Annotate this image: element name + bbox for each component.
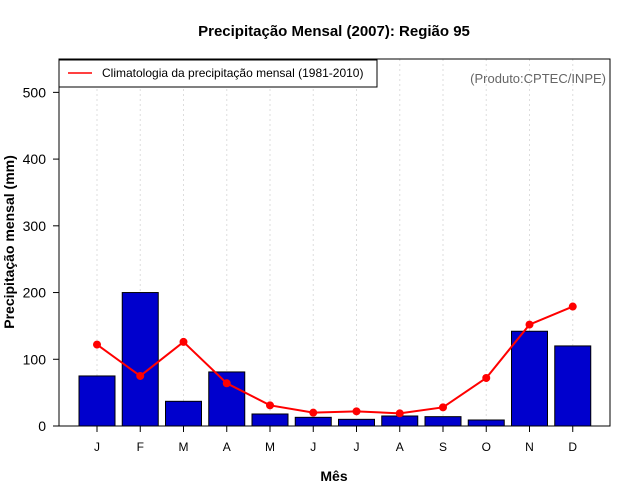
- x-tick-label: J: [354, 440, 360, 454]
- climatology-point: [482, 373, 491, 382]
- bar: [294, 416, 332, 427]
- grid-lines: [96, 59, 574, 426]
- bar: [424, 416, 462, 427]
- bar: [511, 330, 548, 427]
- y-tick-label: 100: [23, 351, 47, 367]
- climatology-point: [266, 401, 274, 410]
- climatology-point: [439, 403, 447, 412]
- x-axis-label: Mês: [320, 468, 347, 484]
- legend-box: [58, 59, 378, 88]
- bar: [467, 419, 505, 427]
- plot-frame: [58, 58, 611, 427]
- climatology-line: [96, 305, 574, 415]
- x-tick-label: O: [482, 440, 491, 454]
- x-tick-label: N: [525, 440, 534, 454]
- x-tick-label: A: [223, 440, 231, 454]
- climatology-point: [136, 371, 145, 380]
- chart-title: Precipitação Mensal (2007): Região 95: [198, 23, 470, 40]
- climatology-point: [352, 407, 361, 416]
- climatology-point: [525, 320, 534, 329]
- x-tick-label: S: [439, 440, 447, 454]
- x-tick-label: J: [94, 440, 100, 454]
- x-tick-label: A: [396, 440, 404, 454]
- legend: Climatologia da precipitação mensal (198…: [58, 59, 378, 88]
- x-tick-label: M: [265, 440, 275, 454]
- climatology-point: [395, 409, 404, 418]
- x-tick-label: M: [179, 440, 189, 454]
- bar: [338, 418, 375, 427]
- climatology-point: [568, 302, 577, 311]
- x-tick-label: D: [568, 440, 577, 454]
- y-tick-label: 300: [23, 218, 47, 234]
- y-tick-label: 500: [23, 84, 47, 100]
- bar: [121, 292, 159, 427]
- climatology-point: [179, 337, 188, 346]
- bar: [381, 415, 419, 427]
- climatology-series: [93, 302, 577, 418]
- y-tick-label: 400: [23, 151, 47, 167]
- y-axis: 0 100 200 300 400 500: [23, 84, 59, 434]
- source-note: (Produto:CPTEC/INPE): [470, 71, 606, 86]
- y-tick-label: 0: [38, 418, 46, 434]
- climatology-point: [309, 408, 318, 417]
- bar-series: [78, 292, 592, 427]
- bar: [554, 345, 592, 427]
- x-tick-label: F: [137, 440, 144, 454]
- y-tick-label: 200: [23, 285, 47, 301]
- y-axis-label: Precipitação mensal (mm): [1, 155, 17, 329]
- climatology-point: [93, 340, 101, 349]
- x-tick-label: J: [310, 440, 316, 454]
- climatology-point: [222, 379, 231, 388]
- bar: [165, 400, 202, 427]
- legend-label: Climatologia da precipitação mensal (198…: [102, 66, 363, 80]
- bar: [78, 375, 116, 427]
- bar: [251, 413, 289, 427]
